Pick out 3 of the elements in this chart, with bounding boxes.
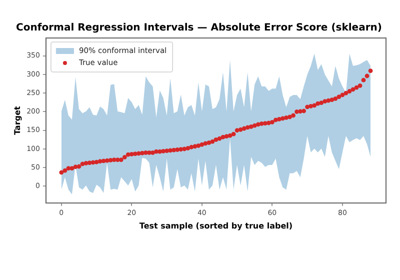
x-axis-title: Test sample (sorted by true label) [139,221,293,230]
y-axis-title: Target [12,106,22,135]
chart-title: Conformal Regression Intervals — Absolute Error Score (sklearn) [16,22,382,34]
